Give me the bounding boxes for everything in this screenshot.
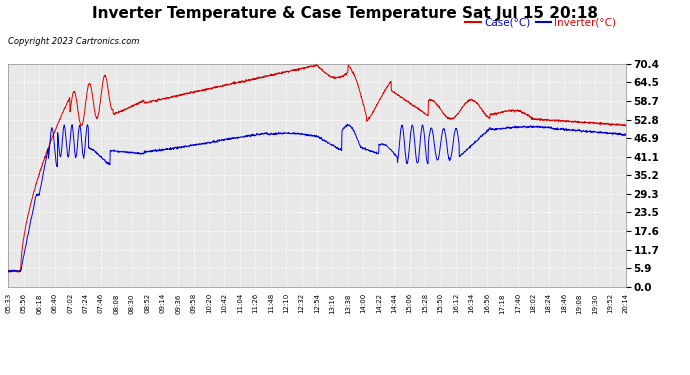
Legend: Case(°C), Inverter(°C): Case(°C), Inverter(°C) [462,13,620,32]
Text: Inverter Temperature & Case Temperature Sat Jul 15 20:18: Inverter Temperature & Case Temperature … [92,6,598,21]
Text: Copyright 2023 Cartronics.com: Copyright 2023 Cartronics.com [8,38,139,46]
